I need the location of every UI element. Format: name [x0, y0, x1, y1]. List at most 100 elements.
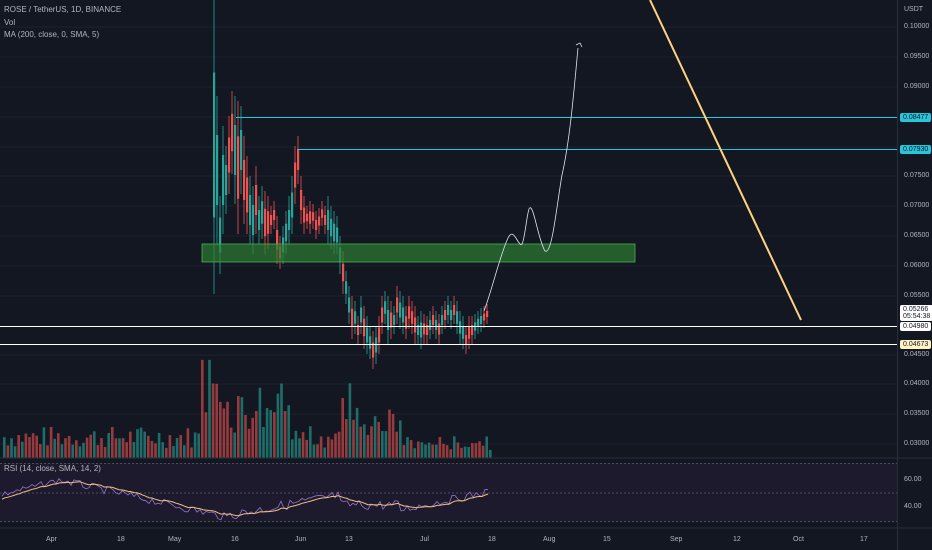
price-tag-yellow[interactable]: 0.04673 [900, 340, 932, 349]
volume-bar [402, 445, 406, 458]
candle-body [408, 306, 411, 319]
volume-bar [93, 431, 96, 458]
volume-bar [244, 415, 247, 458]
ma-legend[interactable]: MA (200, close, 0, SMA, 5) [4, 30, 100, 39]
volume-bar [71, 444, 74, 458]
volume-bar [42, 427, 46, 458]
volume-bar [75, 440, 78, 458]
time-label: May [168, 536, 182, 543]
candle-body [468, 326, 471, 339]
grid [0, 26, 897, 445]
price-tick: 0.07500 [904, 172, 930, 179]
trend-line[interactable] [649, 0, 802, 321]
volume-bar [323, 447, 326, 458]
volume-bar [111, 426, 114, 458]
candle-body [234, 125, 237, 175]
support-zone[interactable] [201, 243, 636, 263]
volume-bar [341, 398, 344, 458]
time-label: 17 [860, 536, 868, 543]
candle-body [312, 212, 315, 221]
candle-body [300, 190, 303, 210]
price-tag-white[interactable]: 0.04980 [900, 322, 932, 331]
time-label: Jun [295, 536, 307, 543]
rsi-ma-line [1, 481, 489, 517]
candle-body [366, 327, 369, 343]
current-price-tag[interactable]: 0.05266 05:54:38 [900, 305, 932, 321]
projection-path[interactable] [483, 47, 579, 312]
candle-body [270, 215, 273, 225]
price-tick: 0.05500 [904, 292, 930, 299]
volume-bar [175, 437, 179, 458]
candle-body [213, 72, 216, 218]
volume-bar [96, 445, 100, 458]
volume-bar [456, 442, 460, 458]
rsi-tick: 60.00 [904, 476, 922, 483]
price-tag-cyan-1[interactable]: 0.08477 [900, 113, 932, 122]
volume-bar [46, 445, 49, 458]
volume-bar [352, 419, 355, 458]
time-label: Sep [670, 536, 683, 543]
candle-body [264, 208, 267, 237]
volume-bar [363, 424, 366, 458]
candle-body [414, 317, 417, 333]
candle-body [291, 192, 294, 218]
candle-body [342, 263, 345, 282]
volume-legend[interactable]: Vol [4, 18, 16, 27]
volume-bar [67, 435, 71, 458]
volume-bar [449, 449, 452, 458]
candle-body [384, 301, 387, 314]
volume-bar [229, 427, 233, 458]
candle-body [372, 342, 375, 358]
volume-bar [121, 438, 125, 458]
candle-body [420, 322, 423, 338]
volume-bar [291, 439, 294, 458]
volume-bar [208, 359, 211, 458]
candle-body [405, 316, 408, 329]
volume-bar [442, 443, 445, 458]
candle-body [222, 155, 225, 205]
candle-body [402, 307, 405, 323]
candle-body [393, 315, 396, 325]
volume-bar [211, 383, 215, 458]
volume-bar [280, 383, 283, 458]
candle-body [429, 320, 432, 330]
volume-bar [262, 426, 265, 458]
volume-bar [445, 445, 449, 458]
volume-bar [150, 440, 154, 458]
volume-bar [409, 440, 413, 458]
symbol-legend[interactable]: ROSE / TetherUS, 1D, BINANCE [4, 5, 122, 14]
candle-body [477, 318, 480, 327]
candle-body [249, 195, 252, 225]
volume-bar [136, 429, 139, 458]
candle-body [303, 207, 306, 223]
candle-body [471, 325, 474, 335]
candle-body [273, 210, 276, 220]
candle-body [225, 165, 228, 195]
candle-body [246, 177, 249, 213]
candle-body [480, 316, 483, 324]
volume-bar [107, 433, 110, 458]
time-label: 16 [231, 536, 239, 543]
candle-body [483, 313, 486, 321]
rsi-legend[interactable]: RSI (14, close, SMA, 14, 2) [4, 464, 101, 473]
candles [213, 0, 489, 369]
candle-body [423, 323, 426, 335]
volume-bar [370, 426, 373, 458]
price-tag-cyan-2[interactable]: 0.07930 [900, 145, 932, 154]
price-tick: 0.09500 [904, 53, 930, 60]
volume-bar [348, 383, 352, 458]
candle-body [369, 336, 372, 349]
volume-bar [39, 444, 42, 458]
volume-bar [305, 439, 308, 458]
volume-bar [240, 397, 244, 458]
volume-bar [114, 438, 118, 458]
price-tick: 0.04000 [904, 380, 930, 387]
candle-body [348, 297, 351, 313]
candle-body [240, 130, 243, 170]
time-label: Aug [543, 536, 556, 543]
volume-bar [438, 437, 442, 458]
volume-bar [298, 438, 301, 458]
candle-body [456, 311, 459, 324]
